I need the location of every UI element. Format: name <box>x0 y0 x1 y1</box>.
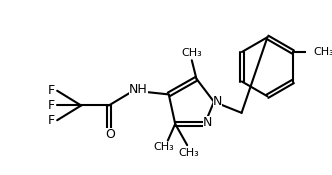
Text: CH₃: CH₃ <box>313 47 332 57</box>
Text: F: F <box>48 84 55 97</box>
Text: N: N <box>213 95 222 108</box>
Text: CH₃: CH₃ <box>179 148 200 158</box>
Text: O: O <box>106 128 116 142</box>
Text: CH₃: CH₃ <box>181 48 202 58</box>
Text: NH: NH <box>129 83 148 96</box>
Text: CH₃: CH₃ <box>154 142 175 152</box>
Text: F: F <box>48 114 55 127</box>
Text: N: N <box>203 116 212 129</box>
Text: F: F <box>48 99 55 112</box>
